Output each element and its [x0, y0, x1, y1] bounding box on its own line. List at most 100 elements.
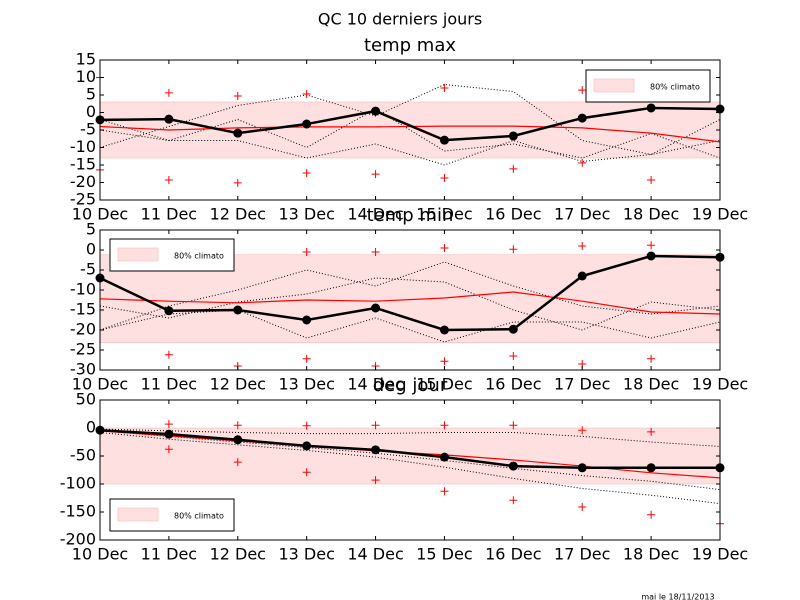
y-tick-label: -20 [70, 320, 96, 339]
member-line [99, 119, 721, 166]
x-tick-label: 11 Dec [141, 545, 197, 564]
record-marker [509, 496, 518, 505]
observed-marker [302, 119, 312, 129]
axes-frame [99, 399, 721, 541]
x-tick-label: 12 Dec [210, 205, 266, 224]
record-marker [578, 502, 587, 511]
record-marker [233, 178, 242, 187]
record-marker [233, 92, 242, 101]
observed-line [99, 428, 720, 470]
record-marker [440, 487, 449, 496]
record-marker [440, 84, 449, 92]
y-tick-label: -10 [70, 280, 96, 299]
y-tick-label: -200 [60, 530, 96, 549]
member-line [99, 428, 721, 447]
x-tick-label: 15 Dec [416, 375, 472, 394]
record-marker [302, 169, 311, 178]
x-tick-label: 13 Dec [278, 205, 334, 224]
observed-marker [302, 441, 312, 451]
observed-marker [439, 452, 449, 462]
record-marker [302, 89, 311, 98]
observed-marker [508, 461, 518, 471]
record-marker [647, 354, 656, 363]
legend-swatch [593, 78, 635, 93]
legend-swatch [117, 507, 159, 522]
observed-marker [371, 303, 381, 313]
x-tick-label: 11 Dec [141, 205, 197, 224]
y-tick-label: -15 [70, 300, 96, 319]
observed-marker [233, 305, 243, 315]
record-marker [371, 170, 380, 179]
x-tick-label: 16 Dec [485, 375, 541, 394]
observed-marker [577, 271, 587, 281]
x-tick-label: 12 Dec [210, 545, 266, 564]
x-tick-label: 15 Dec [416, 545, 472, 564]
record-marker [302, 468, 311, 477]
climato-mean-line [99, 291, 721, 315]
y-tick-label: 5 [86, 85, 96, 104]
record-marker [164, 176, 173, 185]
x-tick-label: 16 Dec [485, 545, 541, 564]
x-tick-label: 17 Dec [554, 205, 610, 224]
member-line [99, 83, 721, 156]
record-marker [647, 241, 656, 250]
y-tick-label: -100 [60, 474, 96, 493]
x-tick-label: 13 Dec [278, 375, 334, 394]
record-marker [164, 88, 173, 97]
observed-marker [302, 315, 312, 325]
x-tick-label: 13 Dec [278, 545, 334, 564]
y-tick-label: 10 [76, 67, 96, 86]
member-line [99, 309, 721, 343]
y-tick-label: 50 [76, 390, 96, 409]
y-tick-label: -15 [70, 155, 96, 174]
record-marker [509, 164, 518, 173]
legend-swatch [117, 247, 159, 262]
x-tick-label: 18 Dec [623, 545, 679, 564]
record-marker [233, 458, 242, 467]
record-marker [302, 354, 311, 363]
observed-line [99, 254, 721, 332]
observed-marker [371, 445, 381, 455]
record-marker [509, 352, 518, 360]
record-marker [164, 420, 173, 429]
observed-marker [508, 131, 518, 141]
y-tick-label: -25 [70, 340, 96, 359]
x-tick-label: 14 Dec [347, 375, 403, 394]
y-tick-label: -20 [70, 172, 96, 191]
x-tick-label: 14 Dec [347, 205, 403, 224]
y-tick-label: -25 [70, 190, 96, 209]
x-tick-label: 10 Dec [72, 545, 128, 564]
y-tick-label: -10 [70, 137, 96, 156]
observed-marker [164, 306, 174, 316]
panel-title: deg jour [373, 375, 448, 396]
x-tick-label: 18 Dec [623, 375, 679, 394]
legend-label: 80% climato [650, 83, 700, 92]
x-tick-label: 14 Dec [347, 545, 403, 564]
record-marker [440, 421, 449, 430]
x-tick-label: 15 Dec [416, 205, 472, 224]
record-marker [578, 158, 587, 167]
observed-marker [164, 429, 174, 439]
observed-marker [233, 128, 243, 138]
record-marker [647, 510, 656, 519]
x-tick-label: 19 Dec [692, 545, 748, 564]
observed-line [99, 106, 721, 142]
y-tick-label: 0 [86, 240, 96, 259]
y-tick-label: -5 [80, 260, 96, 279]
panel-title: temp max [364, 35, 456, 56]
record-marker [578, 86, 587, 95]
member-line [99, 261, 721, 331]
observed-marker [577, 113, 587, 123]
record-marker [371, 421, 380, 430]
record-marker [371, 248, 380, 256]
record-marker [233, 421, 242, 430]
record-marker [647, 176, 656, 185]
figure-title: QC 10 derniers jours [318, 10, 482, 29]
y-tick-label: 0 [86, 418, 96, 437]
observed-marker [577, 463, 587, 473]
axes-frame [99, 229, 721, 371]
y-tick-label: 0 [86, 102, 96, 121]
observed-marker [164, 114, 174, 124]
record-marker [164, 445, 173, 454]
